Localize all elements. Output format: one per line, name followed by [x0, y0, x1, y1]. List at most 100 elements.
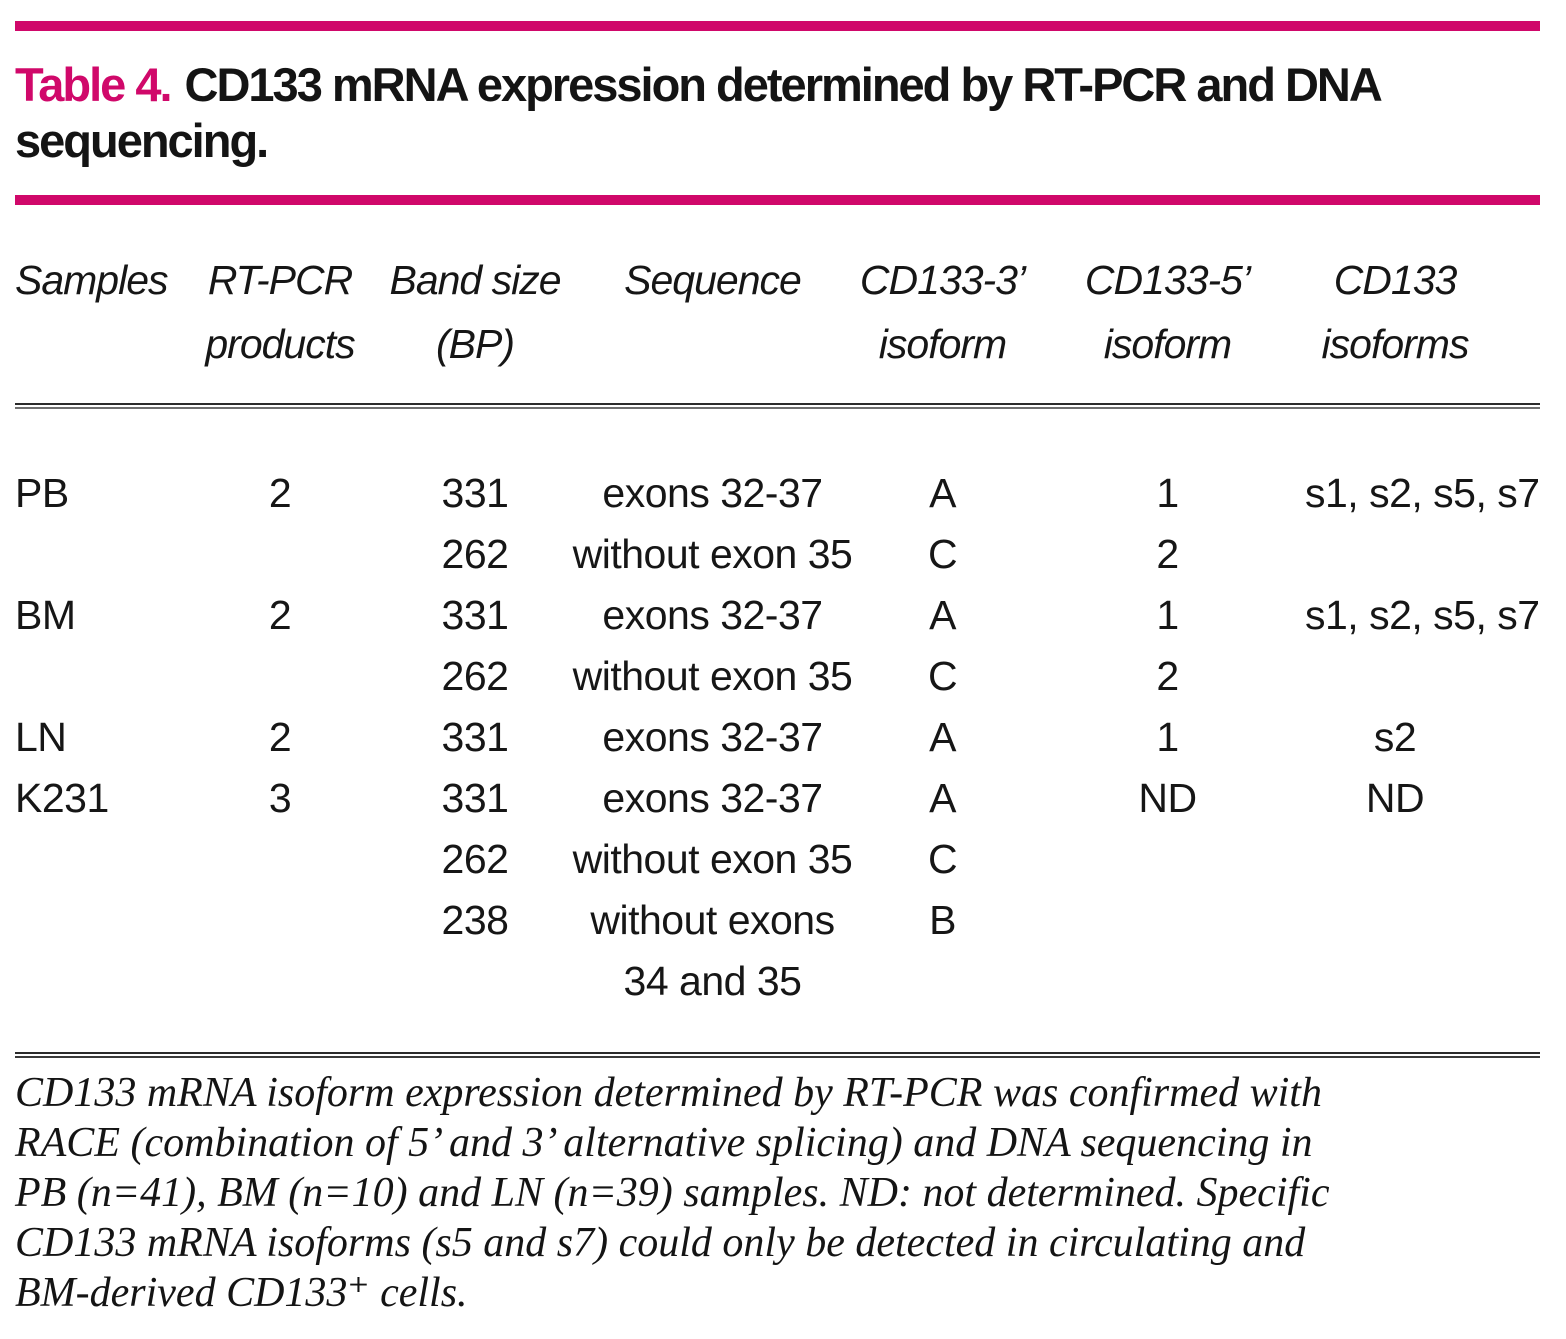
table-cell: PB	[15, 470, 69, 516]
table-cell	[1305, 524, 1485, 585]
table-cell: s1, s2, s5, s7	[1305, 470, 1540, 516]
table-footnote: CD133 mRNA isoform expression determined…	[15, 1068, 1555, 1318]
table-cell: 2	[1156, 653, 1179, 699]
table-cell	[180, 829, 380, 890]
table-body: PB 2 331 exons 32-37 A 1 s1, s2, s5, s7 262 with…	[15, 463, 1540, 1012]
column-header: CD133-3’	[859, 257, 1026, 303]
table-cell	[1030, 890, 1305, 951]
table-cell: 3	[268, 775, 292, 821]
column-header-subline: isoform	[1103, 321, 1232, 367]
table-cell: exons 32-37	[602, 714, 823, 760]
table-cell	[180, 524, 380, 585]
column-header-subline: (BP)	[436, 321, 515, 367]
table-cell: 331	[441, 470, 509, 516]
table-cell: 331	[441, 714, 509, 760]
table-cell: s1, s2, s5, s7	[1305, 592, 1540, 638]
table-cell	[380, 951, 570, 1012]
table-cell: 2	[268, 470, 292, 516]
column-header: RT-PCR	[207, 257, 353, 303]
title-line-2: sequencing.	[15, 114, 269, 167]
table-cell: 2	[268, 592, 292, 638]
table-cell: 238	[441, 897, 509, 943]
footnote-separator-rule	[15, 1052, 1540, 1058]
table-cell: A	[929, 714, 956, 760]
table-cell: exons 32-37	[602, 775, 823, 821]
table-row: BM 2 331 exons 32-37 A 1 s1, s2, s5, s7	[15, 585, 1540, 646]
table-header: Samples RT-PCR Band size Sequence CD133-3’ CD…	[15, 248, 1485, 376]
table-cell: exons 32-37	[602, 470, 823, 516]
top-magenta-rule	[15, 21, 1540, 31]
table-cell: A	[929, 775, 956, 821]
table-cell	[15, 829, 180, 890]
footnote-line: CD133 mRNA isoform expression determined…	[15, 1070, 1322, 1116]
table-cell: 2	[268, 714, 292, 760]
column-header: CD133	[1333, 257, 1458, 303]
column-header: CD133-5’	[1084, 257, 1251, 303]
table-cell	[1305, 829, 1485, 890]
title-bottom-magenta-rule	[15, 195, 1540, 205]
footnote-line: CD133 mRNA isoforms (s5 and s7) could on…	[15, 1220, 1306, 1266]
table-cell	[1305, 646, 1485, 707]
table-cell	[180, 646, 380, 707]
footnote-line: RACE (combination of 5’ and 3’ alternati…	[15, 1120, 1313, 1166]
table-cell: 331	[441, 775, 509, 821]
footnote-line: PB (n=41), BM (n=10) and LN (n=39) sampl…	[15, 1170, 1330, 1216]
table-title: Table 4. CD133 mRNA expression determined…	[15, 57, 1545, 169]
table-cell: 1	[1156, 592, 1179, 638]
table-cell	[15, 524, 180, 585]
column-header-subline: isoforms	[1321, 321, 1470, 367]
table-cell: A	[929, 470, 956, 516]
table-row: LN 2 331 exons 32-37 A 1 s2	[15, 707, 1485, 768]
table-cell: A	[929, 592, 956, 638]
table-cell: 1	[1156, 470, 1179, 516]
column-header-subline: isoform	[878, 321, 1007, 367]
table-cell: ND	[1138, 775, 1197, 821]
table-cell	[1030, 951, 1305, 1012]
footnote-line: BM-derived CD133⁺ cells.	[15, 1270, 468, 1316]
table-cell	[855, 951, 1030, 1012]
table-cell	[1305, 890, 1485, 951]
table-cell: without exon 35	[572, 531, 853, 577]
column-header-subline	[570, 312, 855, 376]
table-cell: s2	[1373, 714, 1417, 760]
table-row: 262 without exon 35 C 2	[15, 646, 1485, 707]
table-number-label: Table 4.	[15, 58, 173, 111]
title-line-1: Table 4. CD133 mRNA expression determined…	[15, 57, 1545, 113]
table-cell: 262	[441, 653, 509, 699]
table-cell: B	[929, 897, 956, 943]
table-cell	[1305, 951, 1485, 1012]
table-row: 34 and 35	[15, 951, 1485, 1012]
table-cell	[180, 951, 380, 1012]
table-cell: C	[927, 653, 958, 699]
table-cell	[15, 951, 180, 1012]
table-cell: without exon 35	[572, 653, 853, 699]
table-cell: 262	[441, 836, 509, 882]
column-header: Samples	[15, 257, 169, 303]
table-row: K231 3 331 exons 32-37 A ND ND	[15, 768, 1485, 829]
table-cell: 2	[1156, 531, 1179, 577]
table-cell: exons 32-37	[602, 592, 823, 638]
table-row: 238 without exons B	[15, 890, 1485, 951]
table-cell: K231	[15, 775, 109, 821]
table-cell: BM	[15, 592, 76, 638]
table-cell	[15, 890, 180, 951]
column-header: Band size	[389, 257, 561, 303]
title-text: CD133 mRNA expression determined by RT-P…	[184, 58, 1383, 111]
column-header-subline: products	[205, 321, 355, 367]
table-row: 262 without exon 35 C 2	[15, 524, 1485, 585]
table-cell	[180, 890, 380, 951]
table-cell: ND	[1365, 775, 1425, 821]
table-row: PB 2 331 exons 32-37 A 1 s1, s2, s5, s7	[15, 463, 1540, 524]
column-header-subline	[15, 312, 180, 376]
table-row: 262 without exon 35 C	[15, 829, 1485, 890]
table-cell: 262	[441, 531, 509, 577]
header-separator-rule	[15, 403, 1540, 409]
table-cell: LN	[15, 714, 67, 760]
table-cell: 331	[441, 592, 509, 638]
header-row-line-1: Samples RT-PCR Band size Sequence CD133-3’ CD…	[15, 248, 1485, 312]
table-cell: 34 and 35	[623, 958, 802, 1004]
header-row-line-2: products (BP) isoform isoform isoforms	[15, 312, 1485, 376]
table-cell: 1	[1156, 714, 1179, 760]
table-cell: without exons	[590, 897, 835, 943]
